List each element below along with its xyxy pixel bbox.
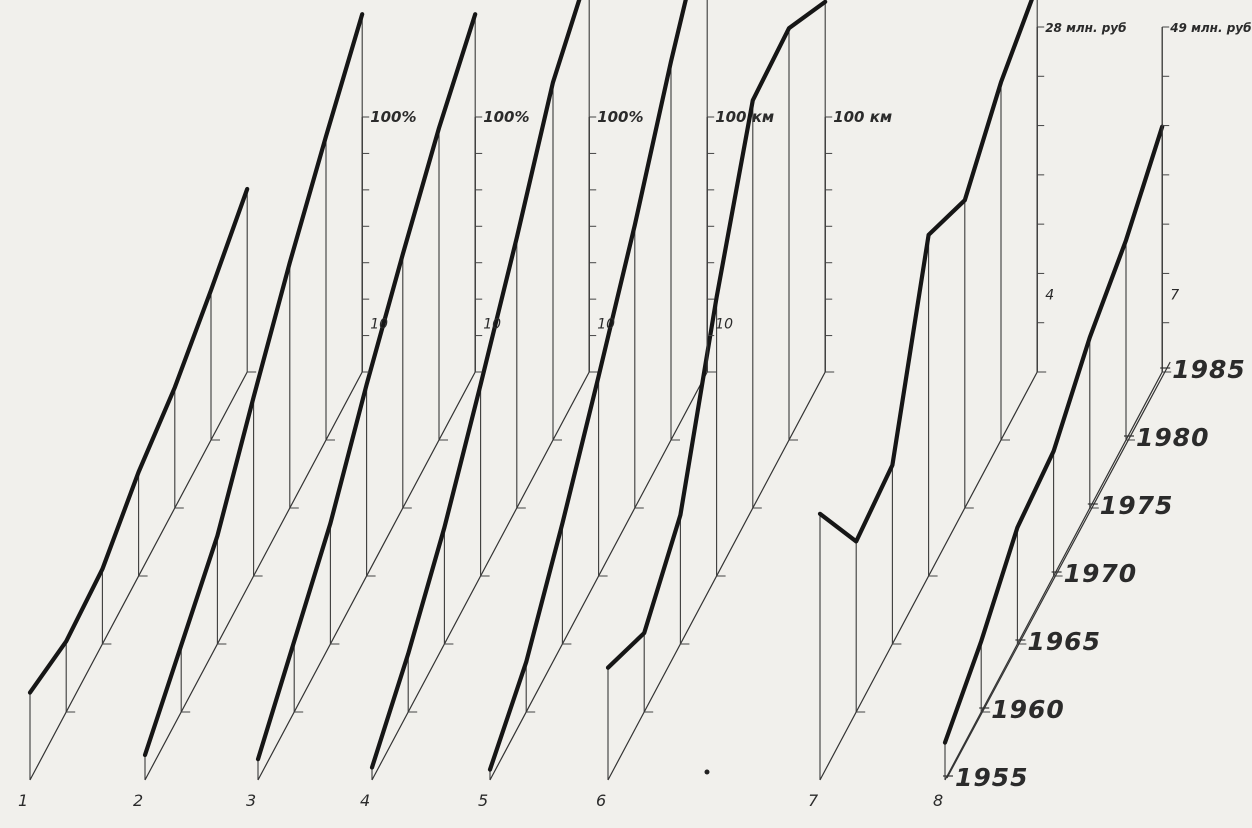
- scale-mid-label-panel-5: 10: [715, 317, 733, 333]
- scale-mid-label-panel-3: 10: [483, 317, 501, 333]
- scale-top-label-panel-8: 49 млн. руб.: [1169, 21, 1252, 35]
- panel-label-3: 3: [246, 791, 256, 810]
- scale-top-label-panel-7: 28 млн. руб: [1045, 21, 1126, 35]
- series-line-panel-6: [605, 0, 828, 670]
- panel-label-4: 4: [360, 791, 370, 810]
- year-label-1970: 1970: [1064, 559, 1138, 588]
- year-label-1985: 1985: [1172, 355, 1246, 384]
- scale-axes: [361, 26, 1171, 779]
- panel-label-7: 7: [808, 791, 819, 810]
- year-label-1980: 1980: [1136, 423, 1210, 452]
- year-label-1955: 1955: [955, 763, 1029, 792]
- series-line-panel-3: [255, 12, 478, 762]
- scale-mid-label-panel-4: 10: [597, 317, 615, 333]
- scale-top-label-panel-5: 100 км: [715, 108, 774, 126]
- scale-mid-label-panel-2: 10: [370, 317, 388, 333]
- year-label-1965: 1965: [1027, 627, 1101, 656]
- year-axis: [946, 361, 1171, 779]
- scale-top-label-panel-3: 100%: [483, 108, 529, 126]
- scale-bottom-label-panel-7: 4: [1045, 288, 1054, 304]
- scale-bottom-label-panel-8: 7: [1170, 288, 1179, 304]
- panel-label-2: 2: [133, 791, 143, 810]
- series-line-panel-4: [369, 0, 582, 770]
- series-line-panel-7: [817, 0, 1034, 544]
- panel-label-5: 5: [478, 791, 488, 810]
- scale-top-label-panel-6: 100 км: [833, 108, 892, 126]
- panel-label-8: 8: [933, 791, 943, 810]
- series-lines: [27, 0, 1165, 772]
- series-line-panel-1: [27, 186, 250, 695]
- series-line-panel-8: [942, 124, 1165, 745]
- year-label-1975: 1975: [1100, 491, 1174, 520]
- scale-top-label-panel-2: 100%: [370, 108, 416, 126]
- speck-dot: [704, 769, 710, 775]
- scale-top-label-panel-4: 100%: [597, 108, 643, 126]
- series-line-panel-5: [487, 0, 688, 772]
- labels: 1 2 100% 10 3 100% 10 4 100% 10 5 100 км 10 6 100 км 7 2…: [18, 21, 1252, 810]
- series-line-panel-2: [142, 12, 365, 758]
- panel-label-6: 6: [596, 791, 606, 810]
- panel-label-1: 1: [18, 791, 28, 810]
- year-label-1960: 1960: [991, 695, 1065, 724]
